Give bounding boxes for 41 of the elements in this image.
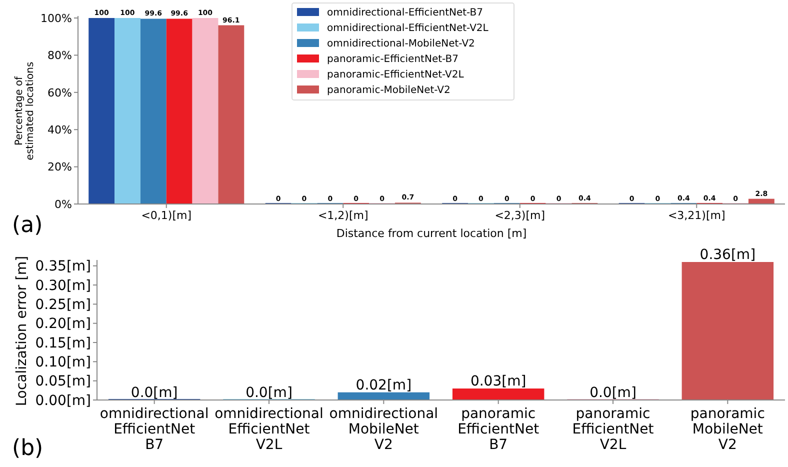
text: (a) bbox=[12, 213, 43, 238]
x-tick-label: panoramic EfficientNet B7 bbox=[458, 406, 540, 453]
y-tick-label: 0.15[m] bbox=[35, 335, 91, 352]
y-tick-label: 80% bbox=[48, 49, 72, 62]
legend-label: omnidirectional-EfficientNet-B7 bbox=[327, 8, 484, 18]
data-label: 0.0[m] bbox=[590, 385, 636, 401]
y-tick-label: 0.25[m] bbox=[35, 297, 91, 314]
y-tick-label: 100% bbox=[40, 12, 72, 25]
y-tick-label: 0% bbox=[54, 198, 72, 211]
data-label: 0.36[m] bbox=[700, 247, 756, 263]
x-tick-label: omnidirectional EfficientNet B7 bbox=[100, 406, 209, 453]
text: (b) bbox=[12, 436, 44, 461]
y-tick-label: 0.00[m] bbox=[35, 392, 91, 409]
x-tick-label: <1,2)[m] bbox=[318, 209, 368, 222]
x-tick-label: omnidirectional MobileNet V2 bbox=[329, 406, 438, 453]
data-label: 0.0[m] bbox=[246, 385, 292, 401]
y-tick-label: 0.20[m] bbox=[35, 316, 91, 332]
legend-label: omnidirectional-EfficientNet-V2L bbox=[327, 23, 489, 34]
y-axis-title: Localization error [m] bbox=[14, 256, 30, 406]
y-tick-label: 0.10[m] bbox=[35, 354, 91, 371]
y-tick-label: 60% bbox=[48, 86, 72, 100]
x-tick-label: <3,21)[m] bbox=[668, 209, 726, 222]
data-label: 0.02[m] bbox=[356, 377, 412, 394]
x-tick-label: <0,1)[m] bbox=[141, 209, 192, 222]
y-tick-label: 40% bbox=[48, 123, 72, 136]
x-tick-label: <2,3)[m] bbox=[494, 209, 546, 222]
data-label: 0.0[m] bbox=[130, 385, 178, 401]
y-axis-title: Percentage of estimated locations bbox=[14, 62, 36, 160]
y-tick-label: 0.35[m] bbox=[35, 258, 91, 275]
y-tick-label: 0.05[m] bbox=[35, 374, 91, 390]
x-axis-title: Distance from current location [m] bbox=[336, 227, 527, 240]
y-tick-label: 0.30[m] bbox=[35, 278, 91, 294]
data-label: 0.03[m] bbox=[470, 374, 526, 390]
legend-label: panoramic-EfficientNet-B7 bbox=[327, 54, 458, 65]
legend-label: omnidirectional-MobileNet-V2 bbox=[327, 38, 475, 50]
x-tick-label: omnidirectional EfficientNet V2L bbox=[214, 406, 324, 453]
x-tick-label: panoramic MobileNet V2 bbox=[690, 406, 765, 453]
y-tick-label: 20% bbox=[48, 160, 72, 174]
x-tick-label: panoramic EfficientNet V2L bbox=[572, 406, 654, 453]
legend-label: panoramic-MobileNet-V2 bbox=[327, 85, 450, 96]
legend-label: panoramic-EfficientNet-V2L bbox=[327, 70, 464, 80]
